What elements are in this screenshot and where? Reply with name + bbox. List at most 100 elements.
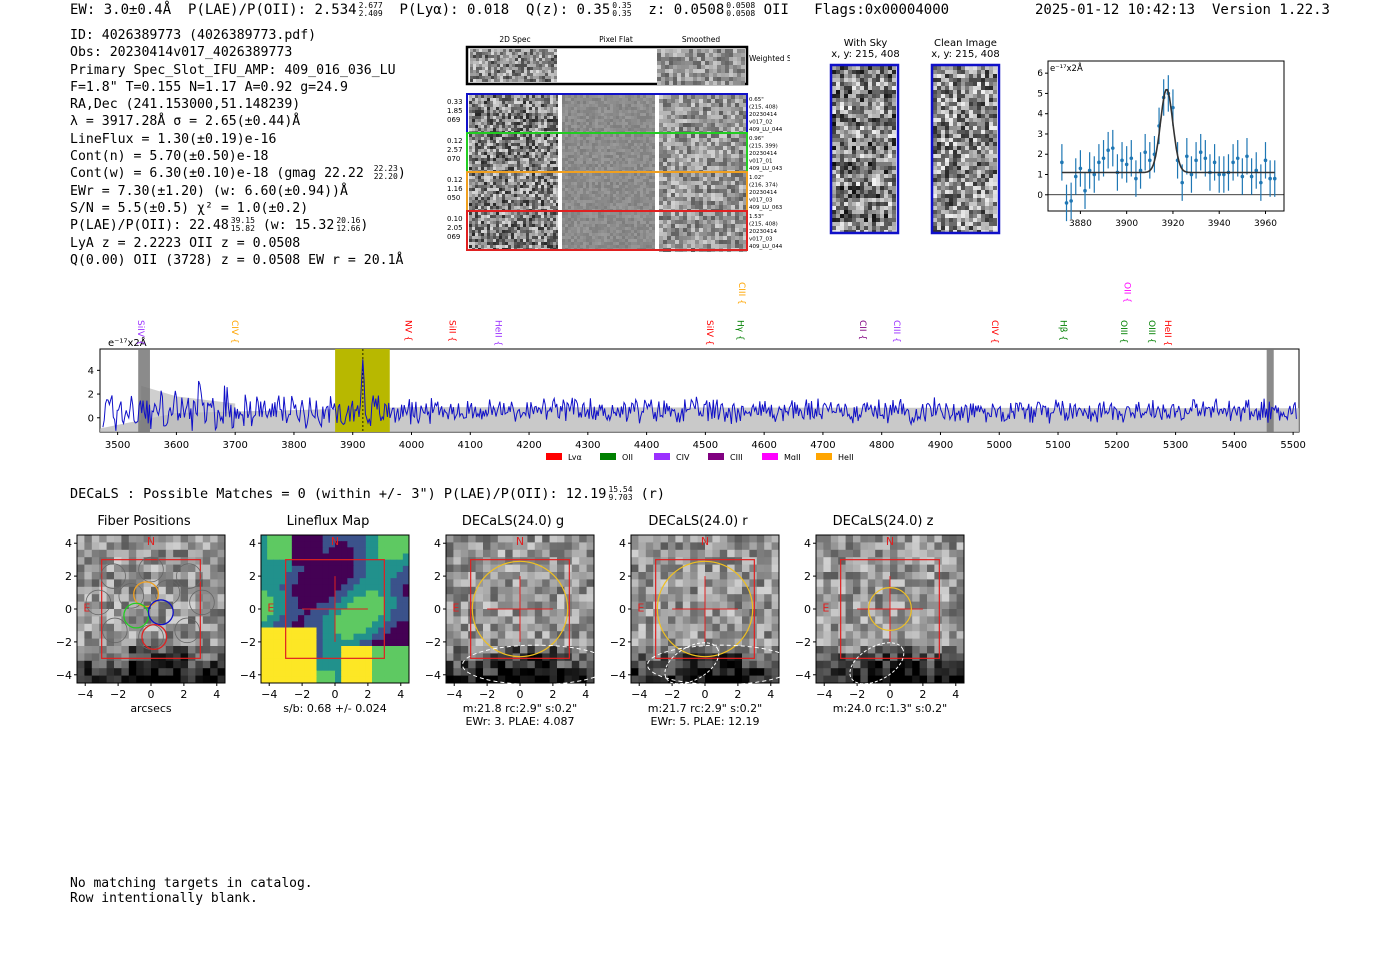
- thumb-xtick-label: 4: [952, 688, 959, 701]
- image-pixels: [446, 535, 595, 684]
- row-right-label: (215, 399): [749, 144, 778, 150]
- galaxy-ellipse: [664, 642, 720, 685]
- legend-swatch: [708, 453, 724, 460]
- spectrum-xtick-label: 5200: [1104, 440, 1129, 451]
- aperture-box: [655, 559, 755, 659]
- fiber-highlight: [141, 623, 168, 650]
- thumb-xtick-label: −4: [446, 688, 462, 701]
- thumb-title: DECaLS(24.0) g: [462, 514, 564, 529]
- strip-gap: [655, 212, 658, 249]
- thumbnail-z: DECaLS(24.0) z N E −4 −4 −2 −2 0 0 2 2 4 4 m:24.0 rc:…: [796, 514, 965, 715]
- fit-ytick-label: 1: [1038, 171, 1043, 181]
- row-right-label: 0.96": [749, 136, 764, 142]
- qz-value: Q(z): 0.35: [525, 2, 611, 18]
- ew-value: EW: 3.0±0.4Å: [70, 2, 172, 18]
- spectrum-xtick-label: 5400: [1222, 440, 1247, 451]
- thumbnail-lineflux: Lineflux Map N E −4 −4 −2 −2 0 0 2 2 4 4 s/b: 0.68 +/…: [241, 514, 410, 715]
- aperture-circle: [471, 560, 569, 658]
- thumb-caption: s/b: 0.68 +/- 0.024: [283, 702, 387, 715]
- thumb-ytick-label: −2: [611, 636, 626, 649]
- thumb-ytick-label: 4: [65, 537, 72, 550]
- thumb-xtick-label: 0: [887, 688, 894, 701]
- fiber-circle: [174, 617, 200, 644]
- thumb-xtick-label: 0: [517, 688, 524, 701]
- z-value: z: 0.0508: [648, 2, 725, 18]
- thumb-ytick-label: −2: [796, 636, 811, 649]
- line-marker-label: OIII {: [1118, 320, 1128, 344]
- galaxy-ellipse: [461, 644, 606, 686]
- fiber-circle: [102, 617, 128, 644]
- line-marker-label: HeII {: [492, 320, 502, 346]
- fiber-circle: [154, 579, 181, 606]
- fit-point: [1134, 176, 1138, 181]
- row-left-label: 050: [447, 194, 460, 202]
- line-id: OII: [763, 2, 789, 18]
- fit-point: [1203, 156, 1208, 161]
- fit-point: [1268, 176, 1272, 181]
- fiber-circle: [176, 563, 202, 589]
- with-sky-title: With Sky x, y: 215, 408: [818, 38, 913, 60]
- clean-image-xy: x, y: 215, 408: [931, 49, 1000, 60]
- spectrum-xtick-label: 4400: [634, 440, 659, 451]
- row-right-label: 1.53": [749, 214, 764, 220]
- row-right-label: (215, 408): [749, 105, 778, 111]
- clean-image-frame: [930, 63, 1001, 235]
- lya-oii-z: LyA z = 2.2223 OII z = 0.0508: [70, 235, 301, 251]
- thumb-xtick-label: 0: [148, 688, 155, 701]
- strip-gap: [655, 95, 658, 132]
- thumb-title: DECaLS(24.0) r: [648, 514, 748, 529]
- row-right-label: 20230414: [749, 190, 777, 196]
- spectrum-xtick-label: 3700: [222, 440, 247, 451]
- fit-point: [1124, 162, 1129, 167]
- fit-point: [1231, 160, 1235, 165]
- thumb-xtick-label: 2: [734, 688, 741, 701]
- catalog-note-line1: No matching targets in catalog.: [70, 876, 313, 891]
- thumb-title: Fiber Positions: [97, 514, 190, 529]
- thumb-ytick-label: −4: [57, 669, 72, 682]
- thumb-ytick-label: −4: [241, 669, 256, 682]
- thumb-caption-2: EWr: 5, PLAE: 12.19: [650, 715, 759, 725]
- fit-plot-frame: [1047, 60, 1285, 212]
- row-right-label: v017_03: [749, 237, 773, 243]
- thumb-xtick-label: 0: [332, 688, 339, 701]
- plae-ratio: P(LAE)/P(OII): 2.534: [188, 2, 357, 18]
- thumb-xtick-label: 0: [702, 688, 709, 701]
- spectrum-xtick-label: 3600: [164, 440, 189, 451]
- line-marker-label: CIV {: [229, 320, 239, 344]
- thumb-xtick-label: −4: [261, 688, 277, 701]
- strip-smoothed: [659, 95, 747, 135]
- thumb-title: DECaLS(24.0) z: [833, 514, 934, 529]
- spec-slot: Primary Spec_Slot_IFU_AMP: 409_016_036_L…: [70, 62, 396, 78]
- fit-point: [1106, 148, 1110, 152]
- weighted-sum-label: Weighted Sum: [749, 54, 790, 63]
- plae-info: P(LAE)/P(OII): 22.48 39.15 15.82 (w: 15.32…: [70, 216, 369, 234]
- spectrum-ytick-label: 2: [88, 390, 94, 401]
- catalog-note: No matching targets in catalog. Row inten…: [70, 876, 313, 906]
- line-marker-label: SiIV {: [704, 320, 714, 346]
- sky-images: [829, 63, 1001, 235]
- strip-2dspec: [469, 134, 559, 173]
- fit-point: [1138, 168, 1143, 173]
- wavelength-sigma: λ = 3917.28Å σ = 2.65(±0.44)Å: [70, 114, 301, 130]
- legend-swatch: [762, 453, 778, 460]
- thumb-caption: m:21.7 rc:2.9" s:0.2": [648, 702, 763, 715]
- lineflux-map: [261, 535, 410, 684]
- row-right-label: 409_LU_063: [749, 205, 783, 211]
- thumb-caption-2: EWr: 3, PLAE: 4.087: [465, 715, 574, 725]
- fiber-highlight: [147, 599, 174, 626]
- fit-point: [1189, 172, 1194, 177]
- thumb-ytick-label: −4: [611, 669, 626, 682]
- line-marker-label: CIV {: [989, 320, 999, 344]
- spectrum-xtick-label: 4000: [399, 440, 424, 451]
- thumb-xtick-label: −2: [664, 688, 680, 701]
- strip-2dspec: [469, 95, 559, 134]
- legend-label: HeII: [838, 453, 854, 460]
- strip-gap: [655, 134, 658, 171]
- fit-point: [1110, 146, 1115, 150]
- fit-point: [1064, 201, 1069, 205]
- fit-point: [1092, 172, 1097, 177]
- imaging-thumbnails: Fiber Positions N E −4 −4 −2 −2 0 0 2 2 4 4 arcsecs Li…: [0, 510, 1000, 725]
- fit-ytick-label: 0: [1038, 191, 1043, 201]
- fit-ytick-label: 6: [1038, 69, 1043, 79]
